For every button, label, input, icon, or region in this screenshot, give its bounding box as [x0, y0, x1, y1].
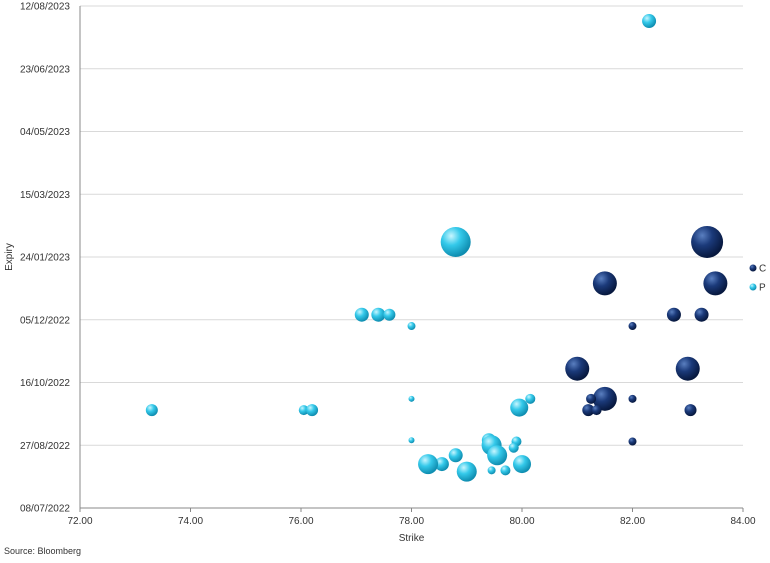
x-tick-label: 80.00 [509, 516, 534, 527]
x-tick-label: 84.00 [730, 516, 755, 527]
y-tick-label: 27/08/2022 [20, 441, 70, 452]
legend-marker-P [749, 283, 757, 291]
y-tick-label: 05/12/2022 [20, 315, 70, 326]
bubble-P [418, 454, 439, 475]
legend-label-P: P [759, 283, 766, 294]
y-tick-label: 04/05/2023 [20, 127, 70, 138]
bubble-C [675, 356, 700, 381]
y-tick-label: 23/06/2023 [20, 64, 70, 75]
legend-label-C: C [759, 264, 766, 275]
bubble-P [383, 308, 396, 321]
bubble-C [694, 307, 709, 322]
y-tick-label: 24/01/2023 [20, 253, 70, 264]
x-tick-label: 82.00 [620, 516, 645, 527]
bubble-C [592, 271, 617, 296]
legend: CP [749, 264, 766, 294]
bubble-C [582, 404, 595, 417]
gridlines [80, 5, 743, 446]
legend-marker-C [749, 264, 757, 272]
bubble-series [145, 14, 728, 482]
bubble-P [525, 393, 536, 404]
bubble-P [487, 445, 508, 466]
bubble-C [591, 405, 602, 416]
x-tick-label: 72.00 [67, 516, 92, 527]
bubble-P [508, 442, 519, 453]
bubble-P [354, 307, 369, 322]
y-tick-label: 08/07/2022 [20, 504, 70, 515]
y-tick-label: 12/08/2023 [20, 2, 70, 13]
bubble-P [434, 457, 449, 472]
bubble-P [298, 405, 309, 416]
bubble-P [513, 455, 531, 474]
bubble-C [691, 225, 724, 258]
y-tick-label: 15/03/2023 [20, 190, 70, 201]
x-tick-label: 76.00 [288, 516, 313, 527]
x-axis-ticks: 72.00 74.00 76.00 78.00 80.00 82.00 84.00 [67, 516, 755, 527]
y-axis-ticks: 08/07/2022 27/08/2022 16/10/2022 05/12/2022… [20, 2, 70, 515]
bubble-C [628, 322, 637, 331]
bubble-P [145, 404, 158, 417]
bubble-C [703, 271, 728, 296]
bubble-P [642, 14, 657, 29]
bubble-C [586, 393, 597, 404]
x-axis-label: Strike [399, 533, 425, 544]
bubble-C [565, 356, 590, 381]
bubble-P [487, 466, 496, 475]
bubble-C [628, 394, 637, 403]
bubble-C [666, 307, 681, 322]
x-tick-label: 74.00 [178, 516, 203, 527]
bubble-P [371, 307, 386, 322]
bubble-P [456, 461, 477, 482]
bubble-C [684, 404, 697, 417]
bubble-P [510, 398, 529, 417]
bubble-P [448, 448, 463, 463]
x-tick-label: 78.00 [399, 516, 424, 527]
bubble-C [628, 437, 637, 446]
y-tick-label: 16/10/2022 [20, 378, 70, 389]
bubble-P [440, 226, 471, 257]
bubble-P [408, 437, 415, 444]
bubble-P [500, 465, 511, 476]
bubble-P [408, 395, 415, 402]
bubble-P [306, 404, 319, 417]
bubble-C [592, 386, 617, 411]
y-axis-label: Expiry [4, 243, 15, 271]
axes [79, 6, 744, 512]
bubble-P [407, 322, 416, 331]
source-note: Source: Bloomberg [4, 546, 82, 556]
